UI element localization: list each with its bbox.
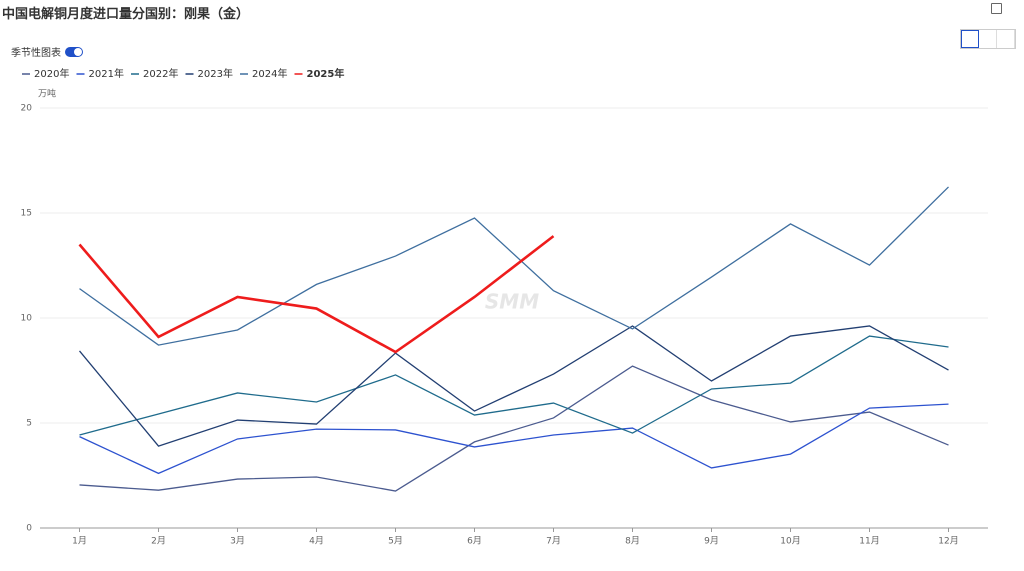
x-tick-label: 9月: [704, 536, 719, 547]
series-line: [79, 403, 949, 475]
watermark: SMM: [485, 290, 539, 314]
y-tick-label: 15: [21, 209, 32, 219]
series-line: [79, 365, 949, 492]
switch[interactable]: [65, 46, 83, 57]
series-line: [78, 235, 555, 354]
x-tick-label: 4月: [309, 536, 324, 547]
page-title: 中国电解铜月度进口量分国别：刚果（金）: [2, 7, 250, 22]
legend-label: 2021年: [89, 67, 124, 80]
bar-button[interactable]: [979, 30, 997, 48]
seasonal-toggle[interactable]: 季节性图表: [11, 44, 83, 59]
x-tick-label: 12月: [938, 536, 958, 547]
toggle-label: 季节性图表: [11, 48, 61, 59]
x-tick-label: 6月: [467, 536, 482, 547]
x-tick-label: 8月: [625, 536, 640, 547]
series-line: [79, 186, 949, 346]
y-tick-label: 10: [21, 314, 33, 324]
area-button[interactable]: [997, 30, 1015, 48]
chart-type-tools: [960, 29, 1016, 49]
x-tick-label: 7月: [546, 536, 561, 547]
x-tick-label: 3月: [230, 536, 245, 547]
line-button[interactable]: [961, 30, 979, 48]
x-tick-label: 2月: [151, 536, 166, 547]
series-line: [79, 335, 949, 436]
unit-label: 万吨: [38, 88, 56, 100]
x-tick-label: 1月: [72, 536, 87, 547]
legend-label: 2024年: [252, 67, 287, 80]
y-tick-label: 20: [21, 104, 33, 114]
x-tick-label: 5月: [388, 536, 403, 547]
x-tick-label: 10月: [780, 536, 800, 547]
legend-label: 2020年: [34, 67, 69, 80]
series-line: [78, 325, 949, 447]
legend-label: 2022年: [143, 67, 178, 80]
legend-label: 2023年: [198, 67, 233, 80]
export-button[interactable]: [991, 3, 1002, 14]
legend-label: 2025年: [307, 67, 345, 80]
y-tick-label: 5: [26, 419, 32, 429]
y-tick-label: 0: [26, 524, 32, 534]
x-tick-label: 11月: [859, 536, 879, 547]
